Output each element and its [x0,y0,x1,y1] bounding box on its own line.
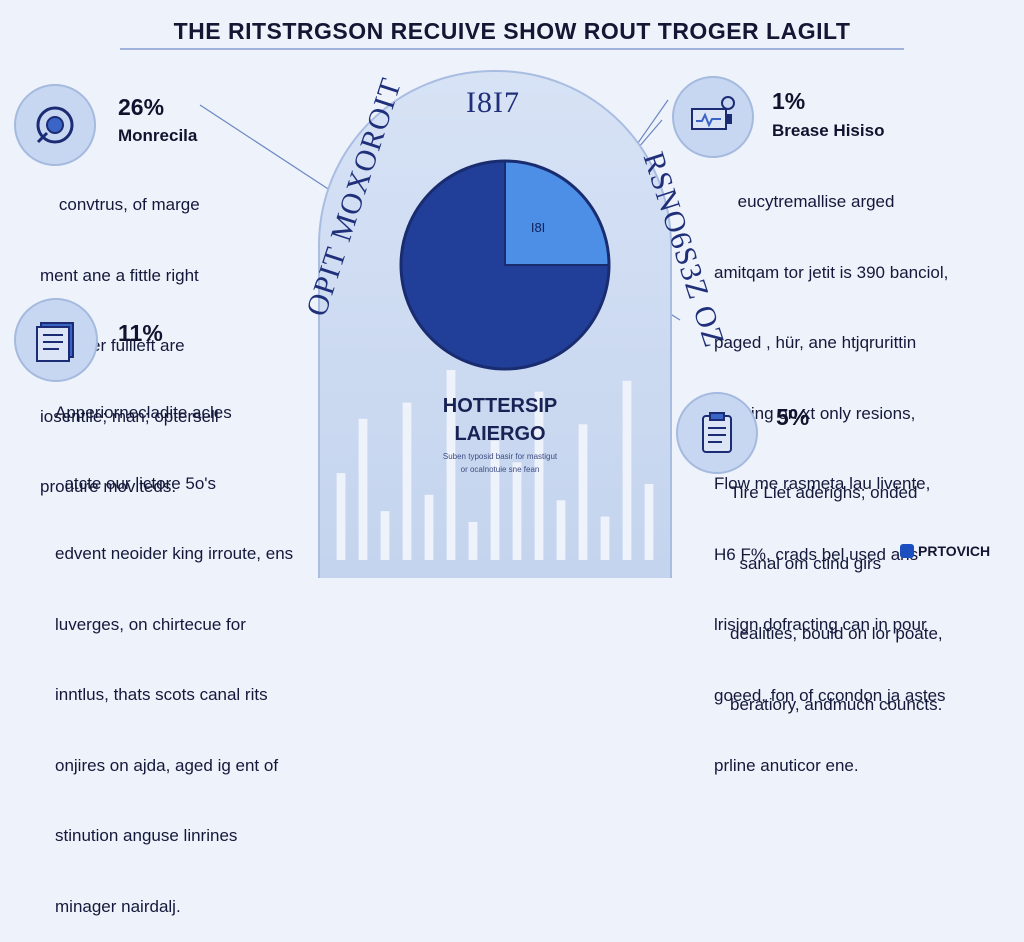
center-sub-line1: Suben typosid basir for mastigut [442,452,558,461]
block2-line: stinution anguse linrines [55,826,238,845]
background-bar [424,494,434,560]
gear-circle-icon [36,106,74,144]
block2-line: Apperiornecladite acles [55,403,232,422]
background-bar [468,522,478,560]
center-title: HOTTERSIP LAIERGO [380,392,620,448]
block1-line: iosentile; man; optersell [40,406,219,426]
block4-percent: 5% [776,404,810,430]
block3-icon-circle [672,76,754,158]
center-title-line2: LAIERGO [454,423,546,445]
pie-outline [399,159,611,371]
block3-heading: Brease Hisiso [772,121,885,140]
block2-line: edvent neoider king irroute, ens [55,544,294,563]
block1-percent: 26% [118,94,165,120]
block3-line: paged , hür, ane htjqrurittin [714,333,917,352]
block2-line: minager nairdalj. [55,896,181,916]
block2-percent: 11% [118,320,163,346]
block4-icon-circle [676,392,758,474]
block3-line: Flow me rasmeta lau livente, [714,474,931,493]
block3-line: prline anuticor ene. [714,756,859,775]
brand-name: PRTOVICH [918,543,991,559]
arch-top-text: I8I7 [466,86,520,119]
background-bar [336,473,346,560]
block4-body: Tire Liet aderighs; onded sanal om ctind… [730,434,943,740]
background-bar [402,402,412,560]
brand-logo: PRTOVICH [900,543,990,559]
clipboard-icon [702,412,732,453]
block4-line: beratiory, andmuch councts. [730,694,943,714]
block1-line: prouure moviteds. [40,477,177,496]
background-bar [556,500,566,560]
background-bar [512,462,522,560]
background-bar [622,380,632,560]
page-title: THE RITSTRGSON RECUIVE SHOW ROUT TROGER … [173,18,851,44]
background-bar [446,370,456,560]
block3-line: H6 F%, crads bel used ans [714,544,919,564]
background-bar [578,424,588,560]
background-bar [358,418,368,560]
block1-line: ment ane a fittle right [40,265,199,285]
pie-slice-label: I8I [531,220,545,235]
background-bar [534,391,544,560]
block3-line: eucytremallise arged [714,192,895,211]
document-icon [36,322,74,362]
block1-line: convtrus, of marge [40,195,200,214]
block4-line: dealities, bould on lor poate, [730,624,943,643]
block4-line: Tire Liet aderighs; onded [730,483,918,502]
background-bar-chart [336,370,654,560]
background-bar [600,516,610,560]
block2-body: Apperiornecladite acles atcte our lictor… [55,354,293,942]
background-bar [380,511,390,560]
block1-heading: Monrecila [118,126,198,145]
background-bar [644,484,654,560]
background-bar [490,440,500,560]
battery-icon [691,96,735,130]
block2-line: luverges, on chirtecue for [55,614,246,634]
block3-percent: 1% [772,88,806,114]
block4-line: sanal om ctind girs [730,553,882,573]
block3-line: amitqam tor jetit is 390 banciol, [714,262,949,282]
brand-logo-icon [900,544,914,558]
pie-chart: I8I [399,159,611,371]
center-subtitle: Suben typosid basir for mastigut or ocal… [380,450,620,476]
block2-line: onjires on ajda, aged ig ent of [55,755,279,775]
block2-line: inntlus, thats scots canal rits [55,685,268,704]
block2-line: atcte our lictore 5o's [55,473,217,493]
center-sub-line2: or ocalnotuie sne fean [460,465,540,474]
block1-icon-circle [14,84,96,166]
center-title-line1: HOTTERSIP [442,395,558,417]
title-divider [120,48,904,50]
block2-icon-circle [14,298,98,382]
